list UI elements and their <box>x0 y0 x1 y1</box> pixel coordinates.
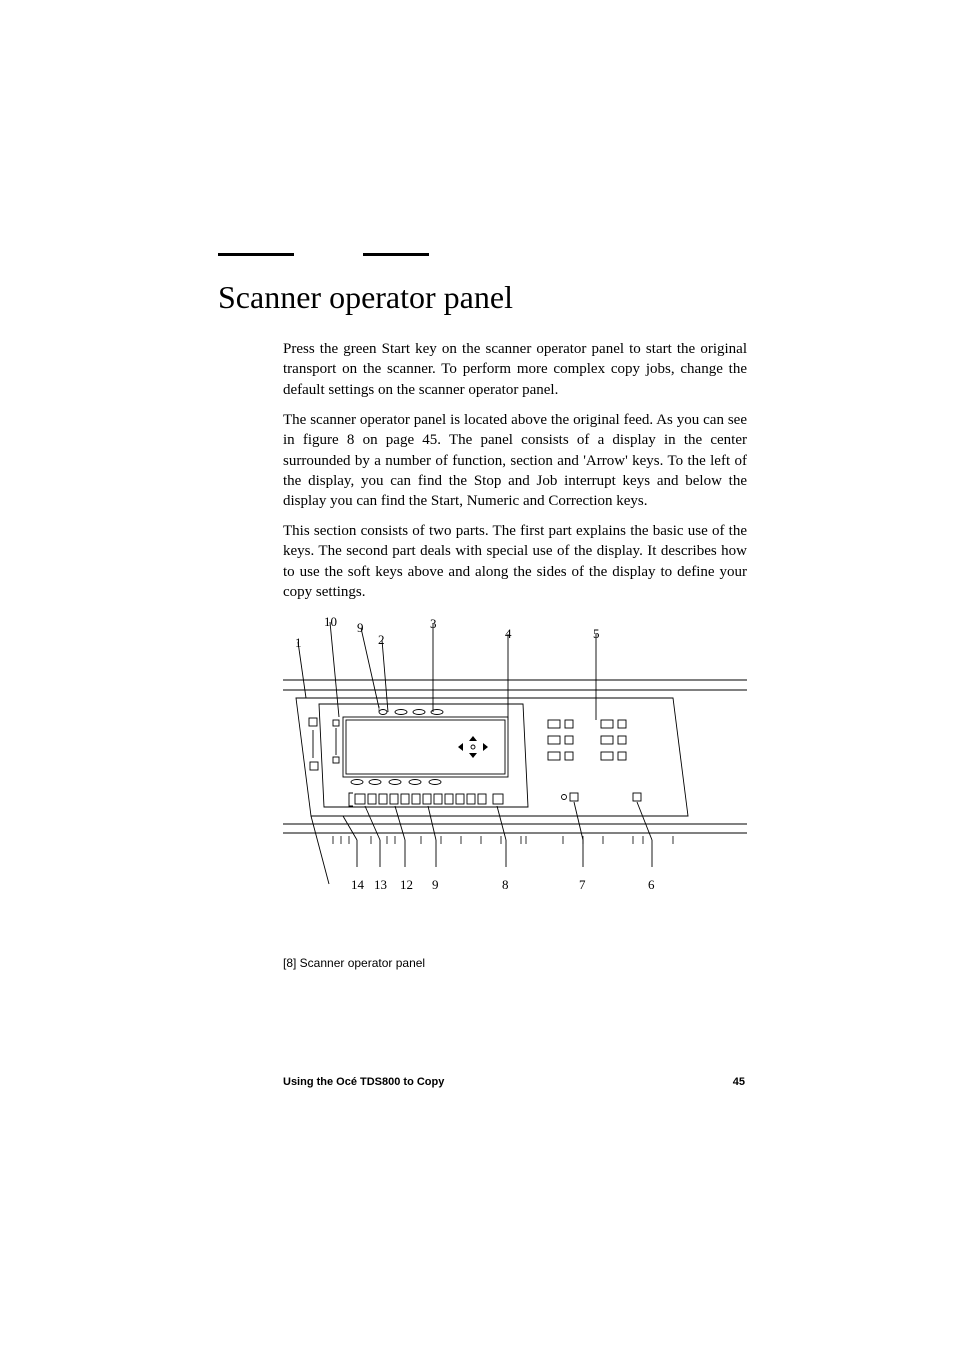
title-rule <box>363 253 429 256</box>
callout-label: 12 <box>400 877 413 893</box>
callout-label: 1 <box>295 635 302 651</box>
page-title: Scanner operator panel <box>218 279 513 316</box>
callout-label: 13 <box>374 877 387 893</box>
callout-label: 9 <box>432 877 439 893</box>
callout-label: 7 <box>579 877 586 893</box>
callout-label: 5 <box>593 626 600 642</box>
callout-label: 4 <box>505 626 512 642</box>
callout-label: 6 <box>648 877 655 893</box>
callout-label: 3 <box>430 616 437 632</box>
callout-label: 9 <box>357 620 364 636</box>
body-paragraph: The scanner operator panel is located ab… <box>283 410 747 511</box>
document-page: Scanner operator panel Press the green S… <box>0 0 954 1351</box>
figure-caption: [8] Scanner operator panel <box>283 956 425 970</box>
body-paragraph: This section consists of two parts. The … <box>283 521 747 602</box>
scanner-panel-figure: 101923451413129876 <box>283 602 747 897</box>
callout-label: 8 <box>502 877 509 893</box>
callout-label: 2 <box>378 632 385 648</box>
title-rule <box>218 253 294 256</box>
footer-chapter: Using the Océ TDS800 to Copy <box>283 1076 444 1088</box>
callout-label: 14 <box>351 877 364 893</box>
footer-page-number: 45 <box>733 1076 745 1088</box>
body-paragraph: Press the green Start key on the scanner… <box>283 339 747 400</box>
callout-label: 10 <box>324 614 337 630</box>
scanner-diagram <box>283 602 747 897</box>
